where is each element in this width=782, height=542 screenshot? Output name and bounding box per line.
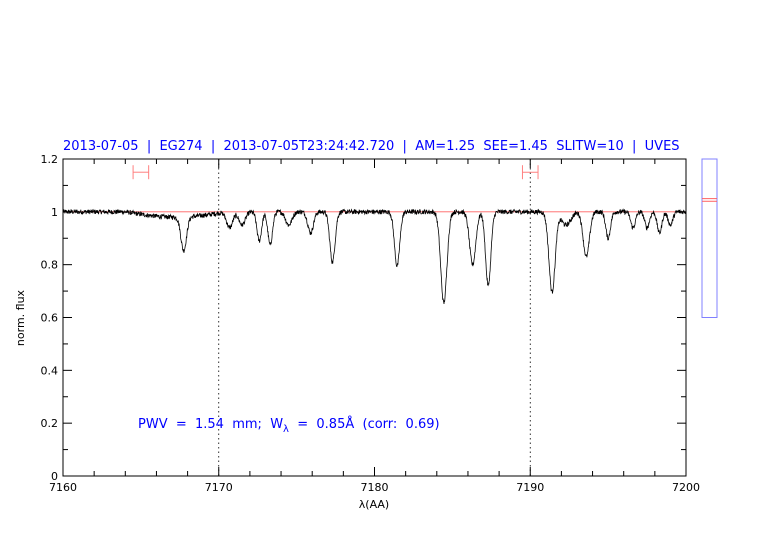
x-axis-label: λ(AA) (359, 498, 389, 511)
y-tick-label: 0.4 (41, 364, 59, 377)
side-panel (701, 158, 718, 318)
spectrum-line (62, 208, 687, 305)
pwv-text: PWV = 1.54 mm; W (138, 417, 283, 432)
y-tick-label: 0 (51, 470, 58, 483)
x-tick-label: 7190 (516, 481, 544, 494)
y-axis-label: norm. flux (14, 289, 27, 346)
y-tick-label: 0.6 (41, 312, 59, 325)
pwv-subscript: λ (283, 424, 289, 435)
x-tick-label: 7200 (672, 481, 700, 494)
pwv-annotation: PWV = 1.54 mm; Wλ = 0.85Å (corr: 0.69) (138, 416, 440, 435)
y-tick-label: 0.2 (41, 417, 59, 430)
y-tick-label: 0.8 (41, 259, 59, 272)
y-tick-label: 1.2 (41, 153, 59, 166)
x-tick-label: 7180 (361, 481, 389, 494)
y-tick-label: 1 (51, 206, 58, 219)
pwv-rest: = 0.85Å (corr: 0.69) (289, 416, 440, 432)
chart-title: 2013-07-05 | EG274 | 2013-07-05T23:24:42… (63, 139, 680, 154)
x-tick-label: 7170 (205, 481, 233, 494)
x-tick-label: 7160 (49, 481, 77, 494)
